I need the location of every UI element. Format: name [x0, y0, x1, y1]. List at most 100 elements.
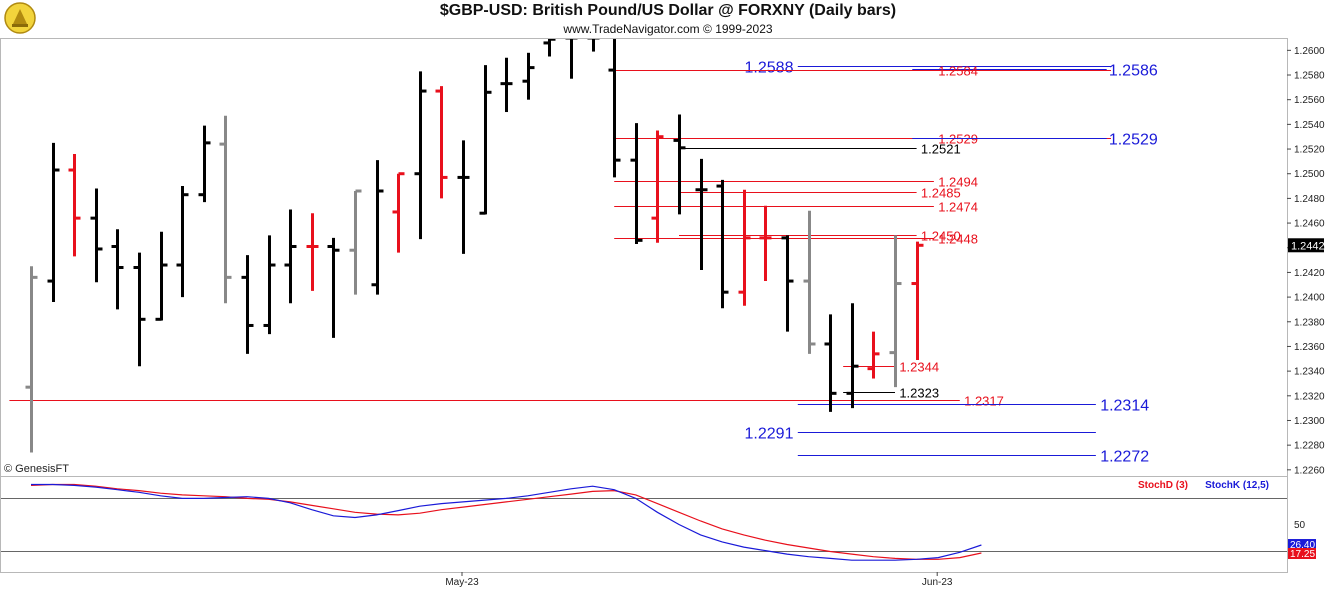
- level-label: 1.2314: [1100, 398, 1149, 415]
- ohlc-bar: [371, 160, 384, 295]
- ohlc-bar: [630, 123, 643, 245]
- level-label: 1.2521: [921, 142, 961, 157]
- stoch-k-value-box: [1288, 539, 1316, 551]
- ohlc-bar: [695, 158, 708, 270]
- ohlc-bar: [759, 205, 772, 282]
- ohlc-bar: [25, 266, 38, 453]
- ohlc-bar: [522, 52, 535, 100]
- chart-title: $GBP-USD: British Pound/US Dollar @ FORX…: [439, 2, 897, 19]
- y-tick-label: 1.2420: [1294, 268, 1325, 279]
- level-label: 1.2450: [921, 229, 961, 244]
- y-tick-label: 1.2360: [1294, 342, 1325, 353]
- chart-subtitle: www.TradeNavigator.com © 1999-2023: [563, 22, 773, 36]
- ohlc-bar: [846, 303, 859, 409]
- y-tick-label: 1.2580: [1294, 71, 1325, 82]
- ohlc-bar: [565, 39, 578, 79]
- stoch-legend-label: StochK (12,5): [1205, 480, 1269, 491]
- ohlc-bar: [349, 189, 362, 295]
- ohlc-bar: [824, 314, 837, 412]
- y-tick-label: 1.2300: [1294, 416, 1325, 427]
- y-tick-label: 1.2460: [1294, 219, 1325, 230]
- y-tick-label: 1.2540: [1294, 120, 1325, 131]
- stoch-line: [30, 483, 982, 560]
- ohlc-bar: [500, 57, 513, 113]
- ohlc-bar: [47, 142, 60, 303]
- y-tick-label: 1.2400: [1294, 293, 1325, 304]
- ohlc-bar: [651, 130, 664, 243]
- y-tick-label: 1.2340: [1294, 367, 1325, 378]
- last-price-box: [1288, 238, 1324, 253]
- level-label: 1.2494: [938, 175, 978, 190]
- ohlc-bar: [327, 237, 340, 338]
- ohlc-bar: [543, 39, 556, 57]
- stoch-d-value-box: [1288, 547, 1316, 559]
- level-label: 1.2588: [745, 60, 794, 77]
- ohlc-bar: [608, 39, 621, 178]
- level-label: 1.2323: [899, 386, 939, 401]
- indicator-pane-frame: [0, 476, 1288, 573]
- ohlc-bar: [889, 235, 902, 388]
- level-label: 1.2474: [938, 200, 978, 215]
- stoch-k-value: 26.40: [1290, 540, 1315, 551]
- y-tick-label: 1.2280: [1294, 441, 1325, 452]
- y-tick-label: 1.2600: [1294, 46, 1325, 57]
- level-label: 1.2529: [1109, 132, 1158, 149]
- ohlc-bar: [803, 210, 816, 354]
- ohlc-bar: [414, 71, 427, 240]
- ohlc-bar: [673, 114, 686, 215]
- y-tick-label: 1.2560: [1294, 95, 1325, 106]
- stoch-d-value: 17.25: [1290, 549, 1315, 560]
- ohlc-bar: [781, 235, 794, 332]
- ohlc-bar: [155, 231, 168, 321]
- last-price-label: 1.2442: [1291, 240, 1325, 252]
- stoch-tick-label: 50: [1294, 520, 1306, 531]
- credit-label: © GenesisFT: [4, 463, 69, 475]
- y-tick-label: 1.2260: [1294, 465, 1325, 476]
- ohlc-bar: [392, 172, 405, 253]
- ohlc-bar: [435, 86, 448, 199]
- x-tick-label: May-23: [445, 577, 479, 588]
- y-tick-label: 1.2380: [1294, 317, 1325, 328]
- y-tick-label: 1.2520: [1294, 145, 1325, 156]
- ohlc-bar: [263, 235, 276, 335]
- level-label: 1.2485: [921, 186, 961, 201]
- y-tick-label: 1.2480: [1294, 194, 1325, 205]
- ohlc-bar: [241, 255, 254, 354]
- ohlc-bar: [911, 241, 924, 361]
- level-label: 1.2344: [899, 360, 939, 375]
- ohlc-bar: [284, 209, 297, 304]
- price-pane-frame: [0, 38, 1288, 477]
- price-axis: 1.2600 1.2580 1.2560 1.2540 1.2520 1.2500 1.24…: [1287, 46, 1325, 476]
- ohlc-bar: [457, 140, 470, 254]
- date-axis: May-23 Jun-23: [445, 572, 953, 588]
- y-tick-label: 1.2320: [1294, 391, 1325, 402]
- level-label: 1.2586: [1109, 63, 1158, 80]
- ohlc-bar: [716, 179, 729, 309]
- y-tick-label: 1.2500: [1294, 169, 1325, 180]
- last-price-marker: 1.2442: [1288, 238, 1325, 253]
- trade-navigator-logo-icon: [4, 2, 36, 34]
- ohlc-bar: [111, 229, 124, 310]
- ohlc-bar: [479, 65, 492, 215]
- level-label: 1.2272: [1100, 449, 1149, 466]
- ohlc-bars: [25, 39, 924, 453]
- ohlc-bar: [133, 252, 146, 367]
- level-label: 1.2584: [938, 64, 978, 79]
- level-label: 1.2317: [964, 394, 1004, 409]
- ohlc-bar: [867, 331, 880, 379]
- ohlc-bar: [306, 213, 319, 291]
- ohlc-bar: [176, 186, 189, 298]
- ohlc-bar: [68, 153, 81, 257]
- stoch-line: [31, 483, 982, 561]
- level-label: 1.2291: [745, 426, 794, 443]
- stoch-legend-label: StochD (3): [1138, 480, 1188, 491]
- level-label: 1.2448: [938, 232, 978, 247]
- ohlc-bar: [219, 115, 232, 304]
- ohlc-bar: [90, 188, 103, 283]
- ohlc-bar: [587, 39, 600, 52]
- ohlc-bar: [738, 189, 751, 306]
- x-tick-label: Jun-23: [922, 577, 953, 588]
